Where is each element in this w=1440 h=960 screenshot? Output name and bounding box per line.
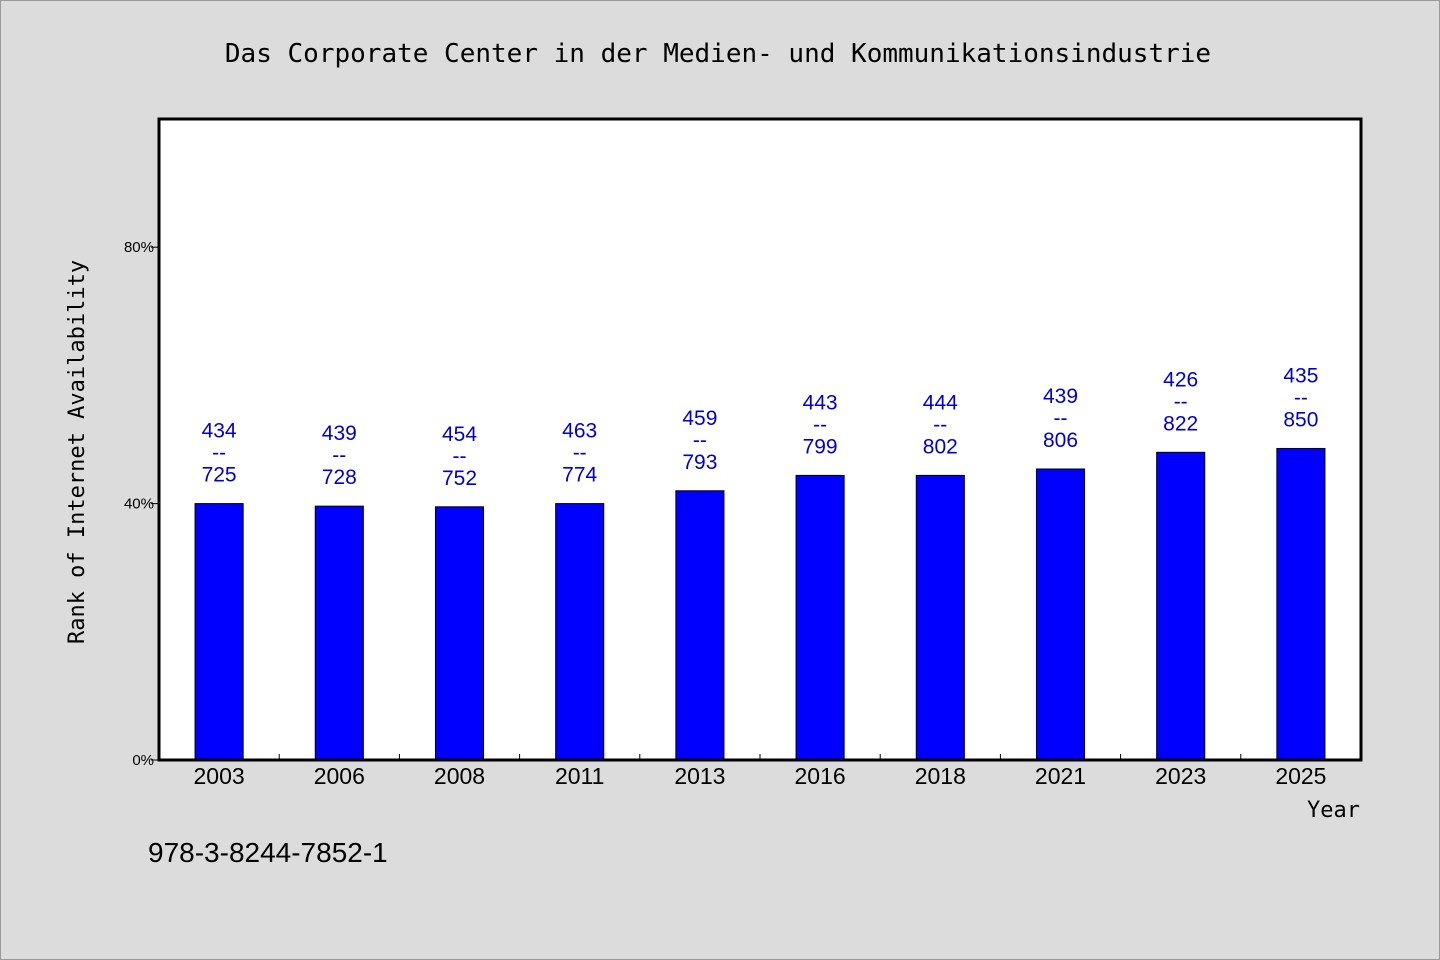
bar-label-2016: 799 [803, 435, 838, 458]
chart-title: Das Corporate Center in der Medien- und … [225, 39, 1211, 69]
x-axis-ticks: 2003 2006 2008 2011 2013 2016 2018 2021 2023 2025 [194, 754, 1326, 789]
bar-label-2023: 426 [1163, 368, 1198, 391]
bar-label-2023: 822 [1163, 412, 1198, 435]
bar-label-2013: 793 [682, 451, 717, 474]
footnote-isbn: 978-3-8244-7852-1 [148, 837, 388, 868]
bar-label-2018: -- [933, 413, 947, 436]
bar-2013 [675, 490, 725, 761]
bar-label-2021: 806 [1043, 429, 1078, 452]
bar-label-2016: 443 [803, 391, 838, 414]
bar-label-2008: 454 [442, 423, 477, 446]
bar-2025 [1276, 447, 1326, 761]
y-axis-ticks: 0% 40% 80% [124, 239, 159, 769]
x-tick-label-2021: 2021 [1035, 763, 1086, 789]
bar-label-2003: -- [212, 442, 226, 465]
x-tick-label-2011: 2011 [555, 763, 604, 789]
bar-label-2011: -- [573, 442, 587, 465]
bar-label-2016: -- [813, 413, 827, 436]
bar-2016 [795, 474, 845, 761]
y-tick-label: 80% [124, 239, 154, 256]
x-tick-label-2006: 2006 [314, 763, 365, 789]
x-tick-label-2008: 2008 [434, 763, 485, 789]
bar-label-2021: 439 [1043, 385, 1078, 408]
bar-label-2006: 728 [322, 466, 357, 489]
bar-label-2021: -- [1054, 407, 1068, 430]
x-tick-label-2025: 2025 [1275, 763, 1326, 789]
x-tick-label-2023: 2023 [1155, 763, 1206, 789]
bar-label-2008: 752 [442, 467, 477, 490]
y-tick-label: 40% [124, 496, 154, 513]
bar-2023 [1156, 451, 1206, 761]
bar-2008 [434, 506, 485, 761]
bars [194, 447, 1326, 761]
bar-labels: 434--725439--728454--752463--774459--793… [202, 364, 1319, 489]
bar-2011 [555, 503, 605, 761]
x-tick-label-2013: 2013 [674, 763, 725, 789]
bar-label-2006: 439 [322, 422, 357, 445]
bar-label-2025: 850 [1283, 408, 1318, 431]
y-axis-label: Rank of Internet Availability [65, 260, 90, 644]
bar-2003 [194, 503, 244, 761]
x-tick-label-2003: 2003 [194, 763, 245, 789]
bar-label-2003: 725 [202, 464, 237, 487]
bar-label-2018: 444 [923, 391, 958, 414]
bar-label-2011: 463 [562, 420, 597, 443]
bar-2018 [915, 474, 965, 761]
bar-label-2025: -- [1294, 386, 1308, 409]
bar-label-2025: 435 [1283, 364, 1318, 387]
bar-label-2013: 459 [682, 407, 717, 430]
bar-2006 [314, 505, 364, 761]
bar-label-2018: 802 [923, 435, 958, 458]
x-tick-label-2018: 2018 [915, 763, 966, 789]
bar-label-2003: 434 [202, 420, 237, 443]
bar-label-2011: 774 [562, 464, 597, 487]
bar-label-2023: -- [1174, 390, 1188, 413]
x-axis-label: Year [1307, 798, 1360, 823]
bar-label-2013: -- [693, 429, 707, 452]
bar-label-2008: -- [453, 445, 467, 468]
bar-label-2006: -- [332, 444, 346, 467]
bar-2021 [1035, 468, 1086, 761]
x-tick-label-2016: 2016 [795, 763, 846, 789]
y-tick-label: 0% [132, 752, 154, 769]
